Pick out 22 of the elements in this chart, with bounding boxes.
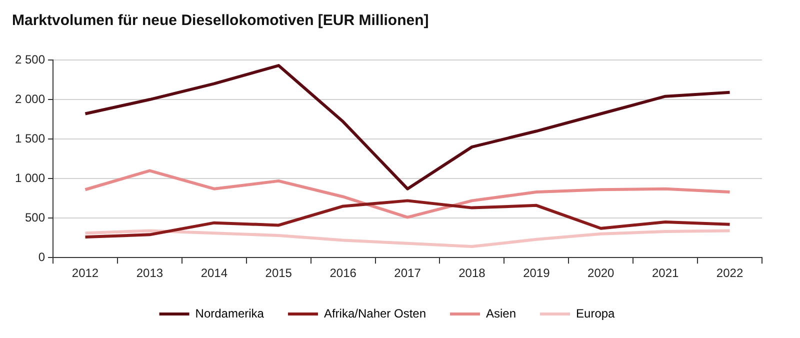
x-tick-label: 2012	[72, 266, 99, 280]
x-tick-label: 2020	[588, 266, 615, 280]
x-tick-label: 2017	[394, 266, 422, 280]
y-tick-label: 0	[38, 250, 46, 264]
legend-label: Europa	[576, 306, 616, 320]
chart-title: Marktvolumen für neue Diesellokomotiven [EUR Millionen]	[12, 12, 429, 30]
x-tick-label: 2022	[716, 266, 744, 280]
legend-label: Asien	[486, 306, 516, 320]
y-tick-label: 2 500	[15, 52, 46, 66]
x-tick-label: 2019	[523, 266, 550, 280]
x-tick-label: 2013	[136, 266, 164, 280]
x-tick-label: 2015	[265, 266, 292, 280]
y-tick-label: 500	[25, 210, 46, 224]
legend-label: Nordamerika	[195, 306, 264, 320]
x-tick-label: 2018	[458, 266, 486, 280]
y-tick-label: 2 000	[15, 92, 46, 106]
y-tick-label: 1 500	[15, 131, 46, 146]
x-tick-label: 2016	[330, 266, 357, 280]
x-tick-label: 2021	[652, 266, 679, 280]
x-tick-label: 2014	[200, 266, 228, 280]
y-tick-label: 1 000	[15, 170, 46, 185]
legend-label: Afrika/Naher Osten	[324, 306, 426, 320]
